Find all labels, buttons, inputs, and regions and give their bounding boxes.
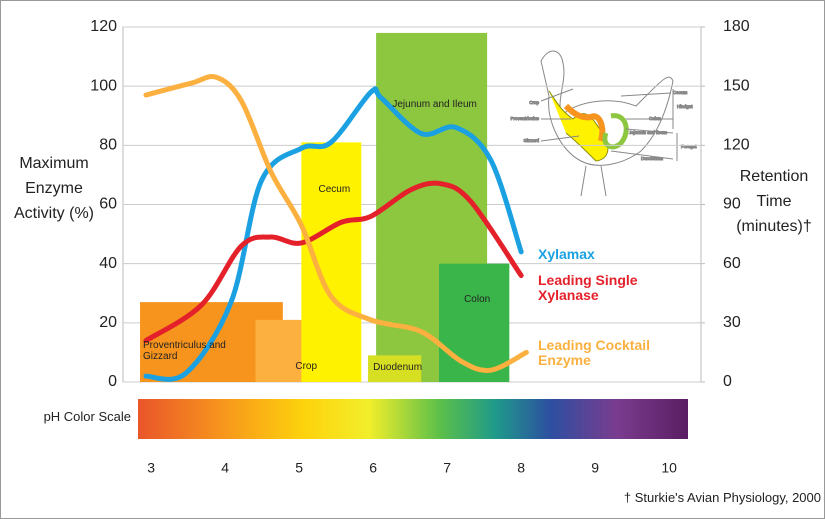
y2-axis-title: Retention Time (minutes)† <box>736 168 812 235</box>
inset-label: Duodenum <box>641 156 663 161</box>
y2-tick-label: 0 <box>723 373 732 390</box>
compartment-bar <box>439 263 510 382</box>
inset-label: Gizzard <box>523 138 539 143</box>
series-line <box>143 74 529 373</box>
inset-label: Hindgut <box>677 104 693 109</box>
bar-label: Crop <box>295 361 318 372</box>
bar-label: Duodenum <box>373 362 423 373</box>
legend-label: Leading Single Xylanase <box>538 272 638 303</box>
y-tick-label: 20 <box>99 314 117 331</box>
y2-tick-label: 90 <box>723 196 741 213</box>
y-tick-label: 60 <box>99 196 117 213</box>
legend-label: Leading Cocktail Enzyme <box>538 337 651 368</box>
inset-label: Crop <box>529 100 539 105</box>
y-tick-label: 40 <box>99 255 117 272</box>
y2-tick-label: 120 <box>723 137 750 154</box>
series-line <box>143 180 524 344</box>
y-tick-label: 120 <box>90 18 117 35</box>
y-axis-title: Maximum Enzyme Activity (%) <box>14 155 94 222</box>
inset-label: Jejunum and Ileum <box>629 130 667 135</box>
y2-tick-label: 180 <box>723 18 750 35</box>
y2-tick-label: 30 <box>723 314 741 331</box>
x-tick-label: 3 <box>147 460 155 476</box>
legend-label: Xylamax <box>538 246 595 262</box>
series-line <box>143 86 524 382</box>
inset-label: Colon <box>649 116 661 121</box>
x-tick-label: 6 <box>369 460 377 476</box>
x-tick-label: 5 <box>295 460 303 476</box>
x-tick-label: 9 <box>591 460 599 476</box>
y-tick-label: 0 <box>108 373 117 390</box>
compartment-bar <box>367 355 422 382</box>
y2-tick-label: 150 <box>723 77 750 94</box>
x-tick-label: 7 <box>443 460 451 476</box>
footnote: † Sturkie's Avian Physiology, 2000 <box>623 490 821 505</box>
y-tick-label: 80 <box>99 137 117 154</box>
bar-label: Proventriculus and Gizzard <box>143 340 226 362</box>
compartment-bar <box>301 142 362 382</box>
bar-label: Cecum <box>318 184 351 196</box>
x-tick-label: 4 <box>221 460 229 476</box>
x-tick-label: 10 <box>661 460 677 476</box>
inset-label: Cecum <box>673 90 688 95</box>
ph-gradient <box>138 399 688 439</box>
ph-scale-label: pH Color Scale <box>43 409 131 424</box>
chicken-illustration: Crop Proventriculus Gizzard Cecum Colon Jejun… <box>510 50 698 197</box>
inset-label: Foregut <box>681 144 697 149</box>
bar-label: Colon <box>464 293 491 305</box>
y-tick-label: 100 <box>90 77 117 94</box>
inset-label: Proventriculus <box>510 116 539 121</box>
y2-tick-label: 60 <box>723 255 741 272</box>
x-tick-label: 8 <box>517 460 525 476</box>
bar-label: Jejunum and Ileum <box>392 98 477 110</box>
